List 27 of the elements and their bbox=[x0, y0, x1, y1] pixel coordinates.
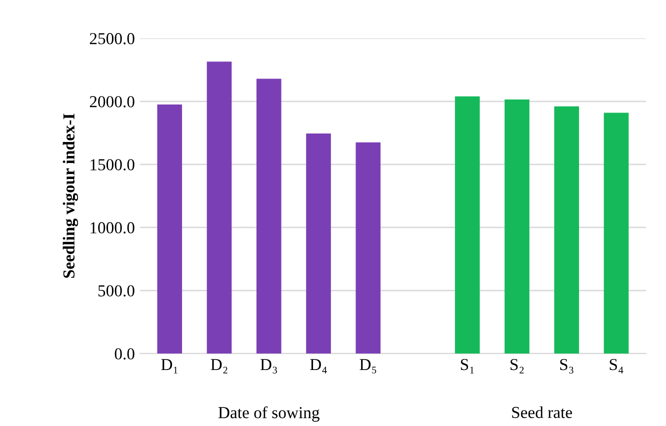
x-tick-label: D₁ bbox=[161, 359, 178, 374]
bar bbox=[256, 78, 282, 354]
x-tick-label: S₁ bbox=[460, 358, 474, 374]
bar bbox=[306, 134, 331, 354]
bar bbox=[206, 62, 232, 354]
bar bbox=[157, 104, 182, 354]
x-tick-label: S₃ bbox=[560, 358, 574, 374]
y-axis-title: Seedling vigour index-I bbox=[62, 114, 78, 278]
x-tick-label: S₄ bbox=[610, 358, 624, 374]
text: Date of sowing bbox=[218, 406, 320, 422]
y-tick-label: 2500.0 bbox=[90, 33, 134, 44]
y-tick-label: 2000.0 bbox=[90, 96, 134, 108]
x-tick-label: D₃ bbox=[260, 359, 277, 374]
y-tick-label: 500.0 bbox=[98, 285, 134, 297]
bar bbox=[356, 142, 381, 354]
y-tick-label: 1500.0 bbox=[90, 159, 134, 170]
bar bbox=[504, 99, 530, 354]
y-tick-label: 1000.0 bbox=[90, 222, 134, 234]
x-tick-label: D₂ bbox=[210, 359, 228, 374]
bar bbox=[604, 112, 629, 354]
bar bbox=[454, 96, 480, 354]
text: Seed rate bbox=[512, 406, 572, 418]
bar bbox=[554, 106, 580, 354]
x-tick-label: S₂ bbox=[510, 358, 524, 374]
x-tick-label: D₅ bbox=[360, 359, 376, 374]
y-tick-label: 0.0 bbox=[114, 348, 134, 360]
x-tick-label: D₄ bbox=[310, 359, 327, 374]
